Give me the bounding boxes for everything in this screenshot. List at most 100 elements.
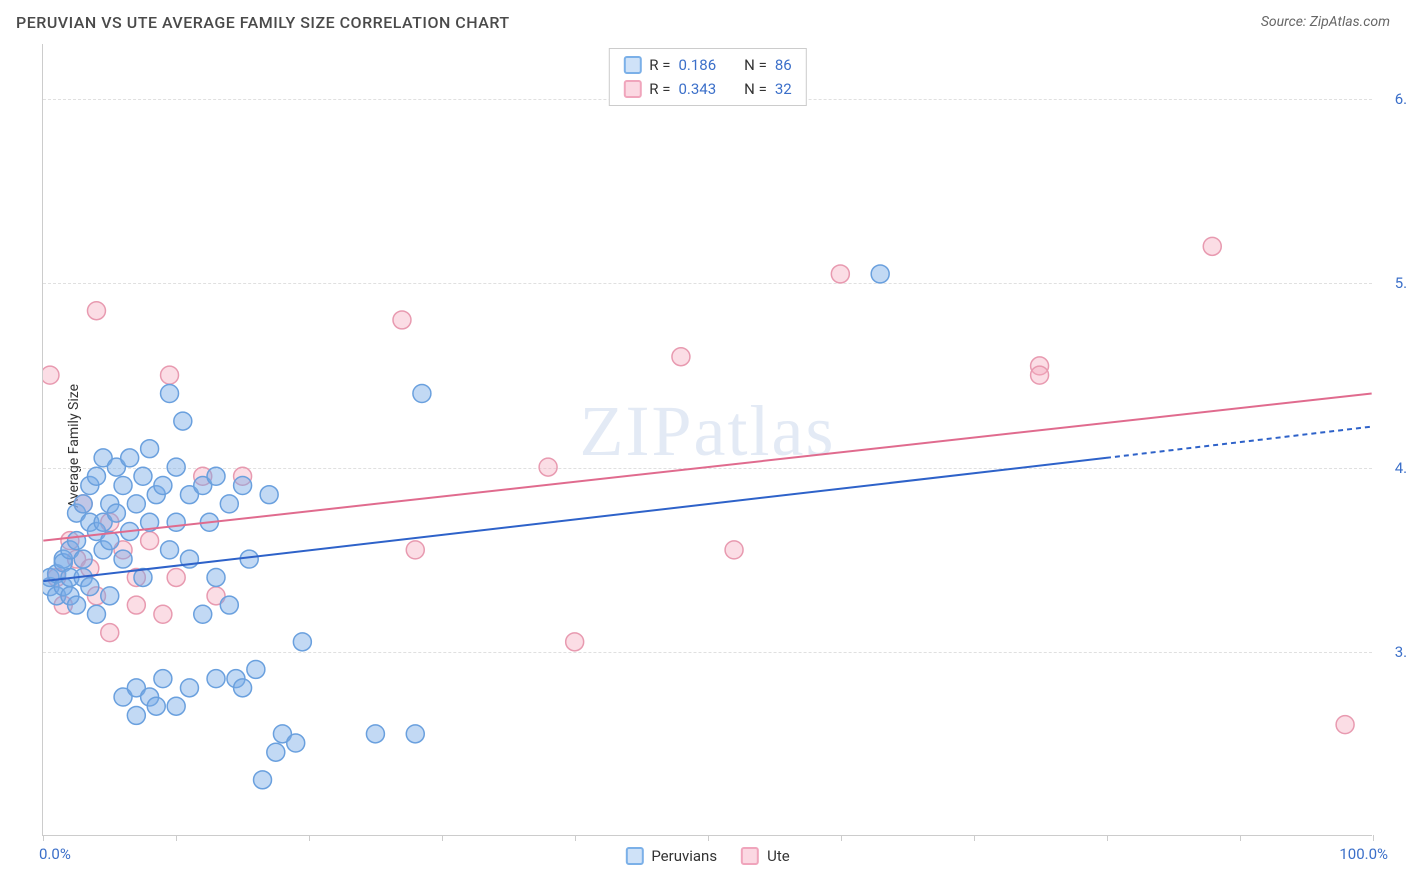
data-point [539,458,557,476]
r-value-ute: 0.343 [678,77,716,101]
data-point [220,495,238,513]
legend-item-ute: Ute [741,847,790,865]
trend-line [1106,427,1372,458]
data-point [101,587,119,605]
x-tick [974,835,975,841]
x-axis-min: 0.0% [39,845,71,863]
data-point [207,670,225,688]
data-point [174,412,192,430]
data-point [101,624,119,642]
swatch-peruvians [623,56,641,74]
data-point [114,550,132,568]
n-label: N = [744,77,767,101]
data-point [180,679,198,697]
data-point [247,660,265,678]
data-point [167,458,185,476]
data-point [154,605,172,623]
data-point [207,467,225,485]
x-tick [575,835,576,841]
data-point [74,495,92,513]
data-point [87,605,105,623]
data-point [81,578,99,596]
data-point [240,550,258,568]
r-label: R = [649,53,670,77]
x-tick [176,835,177,841]
n-label: N = [744,53,767,77]
data-point [413,385,431,403]
swatch-peruvians [625,847,643,865]
y-tick-label: 4.00 [1395,459,1406,477]
legend-label-ute: Ute [767,847,790,865]
data-point [871,265,889,283]
swatch-ute [623,80,641,98]
data-point [107,504,125,522]
data-point [74,550,92,568]
data-point [161,385,179,403]
y-tick-label: 6.00 [1395,90,1406,108]
data-point [366,725,384,743]
x-tick [1107,835,1108,841]
data-point [127,495,145,513]
y-tick-label: 5.00 [1395,274,1406,292]
data-point [127,596,145,614]
data-point [566,633,584,651]
x-tick [708,835,709,841]
data-point [234,679,252,697]
n-value-peruvians: 86 [775,53,792,77]
n-value-ute: 32 [775,77,792,101]
data-point [393,311,411,329]
x-tick [841,835,842,841]
r-label: R = [649,77,670,101]
chart-plot-area: ZIPatlas R = 0.186 N = 86 R = 0.343 N = … [42,44,1372,836]
data-point [161,541,179,559]
data-point [141,532,159,550]
r-value-peruvians: 0.186 [678,53,716,77]
data-point [194,605,212,623]
data-point [43,366,59,384]
data-point [267,743,285,761]
data-point [167,568,185,586]
data-point [254,771,272,789]
source-attribution: Source: ZipAtlas.com [1261,14,1390,30]
data-point [127,706,145,724]
data-point [68,532,86,550]
data-point [220,596,238,614]
data-point [207,568,225,586]
scatter-svg [43,44,1372,835]
legend-item-peruvians: Peruvians [625,847,717,865]
data-point [406,725,424,743]
data-point [141,440,159,458]
legend-row-peruvians: R = 0.186 N = 86 [623,53,791,77]
data-point [87,467,105,485]
x-tick [309,835,310,841]
data-point [167,697,185,715]
chart-title: PERUVIAN VS UTE AVERAGE FAMILY SIZE CORR… [16,13,510,32]
data-point [260,486,278,504]
data-point [114,476,132,494]
data-point [406,541,424,559]
data-point [167,513,185,531]
x-axis-max: 100.0% [1339,845,1388,863]
data-point [121,449,139,467]
x-tick [442,835,443,841]
legend-series: Peruvians Ute [625,847,789,865]
data-point [134,467,152,485]
data-point [1336,716,1354,734]
data-point [147,697,165,715]
legend-row-ute: R = 0.343 N = 32 [623,77,791,101]
chart-header: PERUVIAN VS UTE AVERAGE FAMILY SIZE CORR… [0,0,1406,44]
y-tick-label: 3.00 [1395,643,1406,661]
data-point [293,633,311,651]
data-point [287,734,305,752]
data-point [234,476,252,494]
x-tick [1373,835,1374,841]
data-point [87,302,105,320]
data-point [725,541,743,559]
data-point [154,476,172,494]
data-point [154,670,172,688]
data-point [831,265,849,283]
legend-stats: R = 0.186 N = 86 R = 0.343 N = 32 [608,48,806,106]
swatch-ute [741,847,759,865]
x-tick [1240,835,1241,841]
x-tick [43,835,44,841]
